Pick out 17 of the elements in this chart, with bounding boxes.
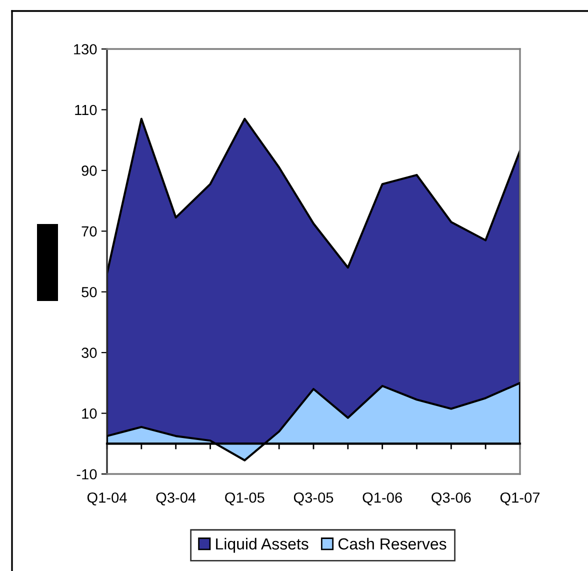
legend-label: Liquid Assets (216, 538, 308, 553)
y-tick-label: 30 (82, 348, 97, 358)
legend-label: Cash Reserves (338, 538, 446, 550)
x-tick-label: Q3-06 (432, 492, 471, 506)
y-tick-label: 90 (82, 166, 97, 176)
y-tick-label: -10 (76, 469, 97, 480)
x-tick-label: Q3-04 (156, 492, 196, 506)
x-tick-label: Q1-05 (225, 492, 264, 506)
y-tick-label: 130 (74, 44, 97, 54)
x-tick-label: Q1-06 (362, 492, 402, 506)
y-tick-label: 70 (82, 226, 97, 237)
x-tick-label: Q1-07 (500, 492, 540, 506)
y-tick-label: 110 (75, 104, 97, 116)
y-tick-label: 10 (82, 408, 97, 419)
y-tick-label: 50 (82, 286, 97, 298)
x-tick-label: Q1-04 (87, 492, 127, 506)
x-tick-label: Q3-05 (294, 492, 334, 506)
